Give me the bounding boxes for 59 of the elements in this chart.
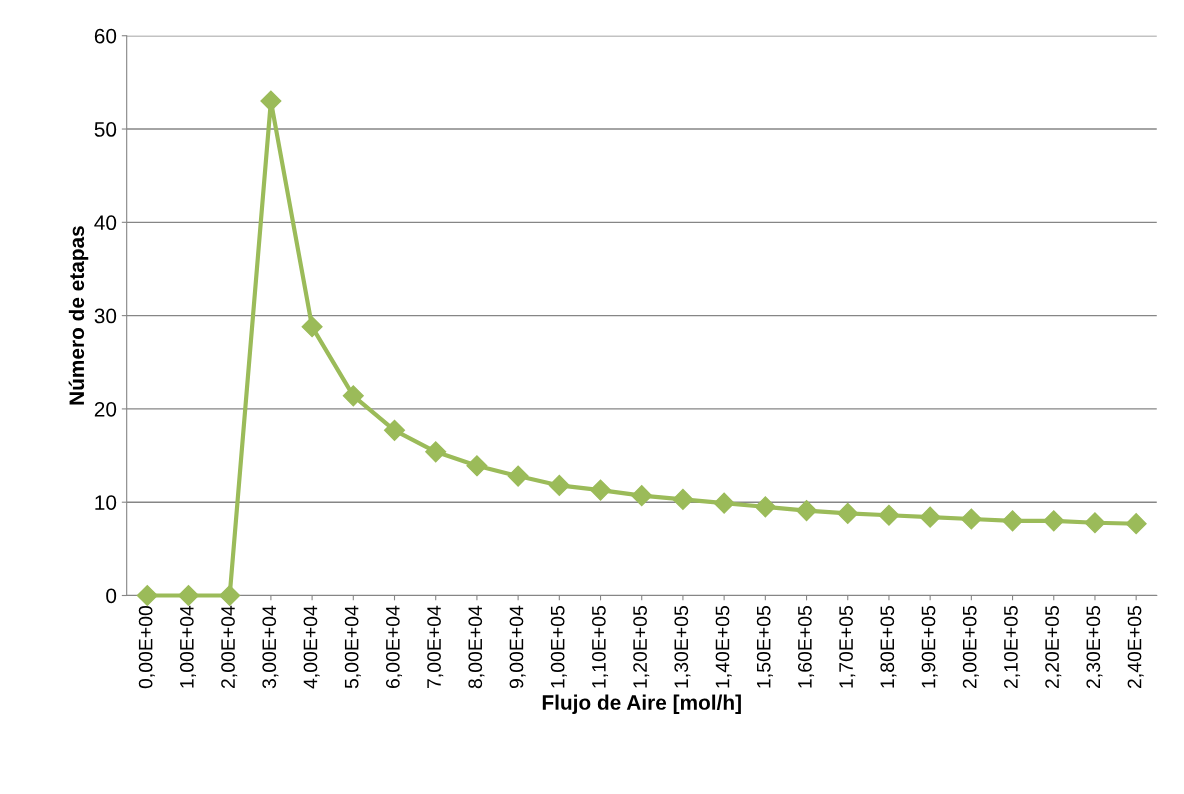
- x-tick-label: 1,20E+05: [633, 606, 650, 688]
- x-tick-label: 2,30E+05: [1086, 606, 1103, 689]
- x-tick-label: 1,80E+05: [880, 606, 897, 688]
- point: [796, 500, 818, 522]
- point: [960, 508, 982, 530]
- point: [383, 419, 406, 441]
- point: [837, 502, 859, 524]
- x-tick-label: 1,50E+05: [756, 606, 773, 688]
- point: [136, 584, 158, 607]
- x-tick-label: 5,00E+04: [344, 605, 361, 689]
- x-tick-label: 1,30E+05: [674, 606, 691, 688]
- point: [177, 584, 200, 607]
- point: [425, 441, 447, 463]
- point: [466, 455, 488, 477]
- y-tick-label: 0: [106, 588, 117, 604]
- y-tick-label: 30: [94, 308, 117, 324]
- x-tick-label: 9,00E+04: [509, 605, 526, 689]
- point: [548, 474, 570, 496]
- x-tick-label: 3,00E+04: [262, 605, 279, 689]
- point: [631, 485, 653, 507]
- x-tick-label: 0,00E+00: [138, 605, 155, 689]
- x-tick-label: 1,90E+05: [921, 606, 938, 688]
- x-tick-label: 1,00E+04: [179, 605, 197, 688]
- point: [713, 492, 735, 514]
- x-tick-label: 4,00E+04: [303, 605, 320, 689]
- y-tick-label: 50: [94, 122, 117, 137]
- x-tick-label: 2,00E+05: [962, 606, 979, 689]
- x-tick-label: 1,40E+05: [715, 606, 732, 688]
- point: [919, 506, 941, 528]
- x-tick-label: 1,60E+05: [797, 606, 815, 688]
- x-tick-label: 8,00E+04: [468, 605, 485, 689]
- point: [590, 479, 612, 501]
- y-tick-label: 40: [94, 215, 117, 231]
- x-tick-label: 6,00E+04: [385, 605, 403, 689]
- point: [672, 488, 694, 510]
- point: [260, 90, 282, 112]
- x-tick-label: 2,10E+05: [1004, 606, 1021, 689]
- point: [754, 496, 776, 518]
- x-tick-label: 1,00E+05: [550, 606, 567, 688]
- x-tick-label: 1,70E+05: [839, 606, 856, 688]
- x-tick-label: 2,40E+05: [1127, 606, 1144, 689]
- point: [507, 465, 529, 487]
- x-axis-title: Flujo de Aire [mol/h]: [542, 694, 741, 714]
- y-axis-title: Número de etapas: [68, 226, 89, 405]
- point: [1002, 510, 1024, 532]
- point: [1084, 512, 1106, 534]
- y-tick-label: 60: [94, 28, 117, 44]
- point: [219, 584, 241, 607]
- point: [878, 504, 900, 526]
- x-tick-label: 1,10E+05: [591, 606, 609, 688]
- y-tick-label: 10: [95, 495, 117, 510]
- point: [1125, 513, 1147, 535]
- x-tick-label: 2,00E+04: [221, 605, 238, 689]
- x-tick-label: 7,00E+04: [427, 605, 444, 689]
- y-tick-label: 20: [94, 401, 117, 417]
- x-tick-label: 2,20E+05: [1045, 606, 1062, 689]
- point: [1043, 510, 1065, 532]
- point: [301, 316, 323, 338]
- point: [342, 385, 364, 407]
